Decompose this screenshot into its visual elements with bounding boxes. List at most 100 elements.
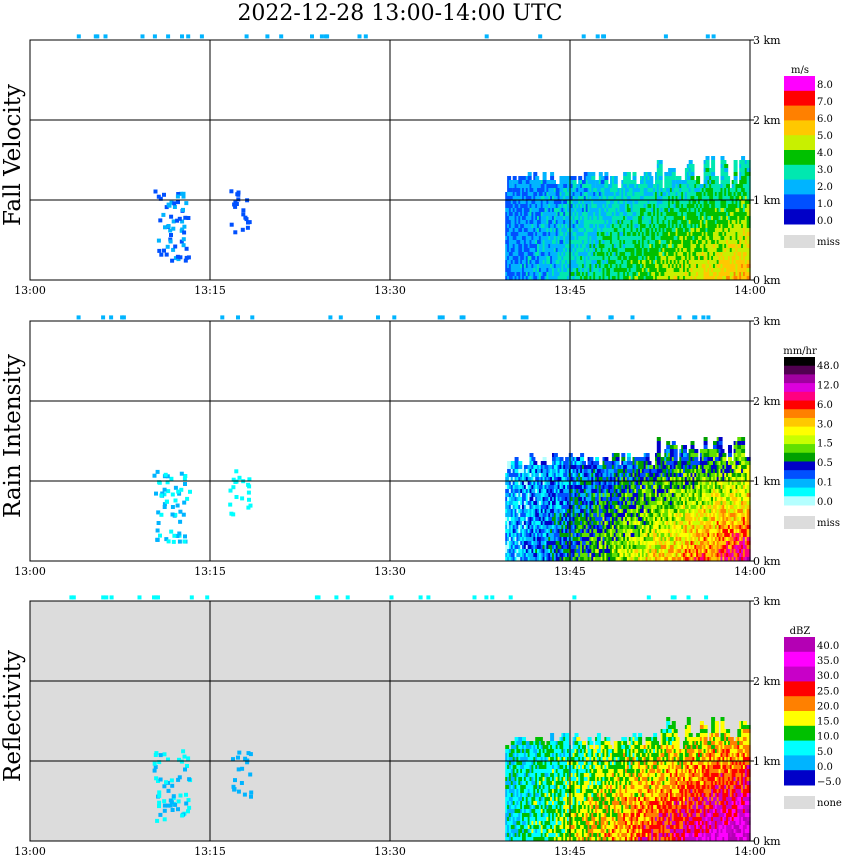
data-cell xyxy=(724,168,729,172)
data-cell xyxy=(632,172,637,176)
data-cell xyxy=(165,480,170,485)
data-cell xyxy=(181,191,186,196)
data-cell xyxy=(711,34,716,39)
data-cell xyxy=(165,244,170,249)
data-cell xyxy=(175,503,180,508)
data-cell xyxy=(183,258,188,263)
legend-swatch xyxy=(784,76,815,92)
data-cell xyxy=(677,180,682,184)
data-cell xyxy=(746,276,751,280)
data-cell xyxy=(746,252,751,256)
data-cell xyxy=(163,472,168,477)
data-marks xyxy=(76,34,751,280)
data-cell xyxy=(568,453,573,457)
data-cell xyxy=(514,465,519,469)
data-cell xyxy=(746,160,751,164)
data-cell xyxy=(649,176,654,180)
data-cell xyxy=(746,176,751,180)
data-cell xyxy=(578,176,583,180)
data-cell xyxy=(188,489,192,494)
data-cell xyxy=(162,192,166,197)
data-cell xyxy=(171,539,176,544)
data-cell xyxy=(546,180,551,184)
data-cell xyxy=(608,465,613,469)
data-cell xyxy=(244,34,249,39)
data-cell xyxy=(542,461,547,465)
data-cell xyxy=(182,230,187,235)
y-ticks: 0 km1 km2 km3 km xyxy=(750,34,781,287)
legend-swatch xyxy=(784,194,815,210)
data-cell xyxy=(726,184,731,188)
data-cell xyxy=(229,222,234,227)
data-cell xyxy=(604,180,609,184)
data-cell xyxy=(265,34,270,39)
data-cell xyxy=(735,184,740,188)
data-cell xyxy=(231,512,236,517)
data-cell xyxy=(741,164,746,168)
data-cell xyxy=(166,202,171,207)
data-cell xyxy=(746,168,751,172)
data-cell xyxy=(714,176,719,180)
data-cell xyxy=(183,534,187,539)
data-cell xyxy=(724,164,729,168)
data-cell xyxy=(690,168,695,172)
data-cell xyxy=(746,212,751,216)
data-cell xyxy=(186,34,191,39)
plot-frame xyxy=(29,39,751,281)
data-cell xyxy=(720,156,725,160)
data-cell xyxy=(598,172,603,176)
data-cell xyxy=(623,180,628,184)
fall-velocity-chart: 13:00 13:15 13:30 13:45 14:00 0 km1 km2 km3 … xyxy=(14,34,840,297)
data-cell xyxy=(164,499,169,504)
data-cell xyxy=(705,168,710,172)
data-cell xyxy=(508,184,513,188)
data-cell xyxy=(711,164,716,168)
data-cell xyxy=(741,172,746,176)
data-cell xyxy=(512,176,517,180)
data-cell xyxy=(183,482,187,486)
rain-intensity-panel: Rain Intensity 13:00 13:15 13:30 13:45 14:00… xyxy=(0,301,850,581)
data-cell xyxy=(595,34,600,39)
data-cell xyxy=(746,232,751,236)
data-cell xyxy=(711,184,716,188)
data-cell xyxy=(179,191,184,196)
data-cell xyxy=(746,248,751,252)
data-cell xyxy=(604,457,609,461)
data-cell xyxy=(166,489,171,494)
data-cell xyxy=(746,216,751,220)
data-cell xyxy=(746,204,751,208)
data-cell xyxy=(181,194,186,199)
data-cell xyxy=(154,491,158,496)
data-cell xyxy=(169,476,174,481)
data-cell xyxy=(555,457,560,461)
data-cell xyxy=(711,168,716,172)
y-tick-label: 2 km xyxy=(753,114,781,127)
data-cell xyxy=(164,205,169,210)
data-cell xyxy=(591,184,596,188)
data-cell xyxy=(583,172,588,176)
data-cell xyxy=(746,184,751,188)
x-tick-label: 13:30 xyxy=(374,284,406,297)
x-tick-label: 14:00 xyxy=(734,284,766,297)
data-cell xyxy=(613,184,618,188)
data-cell xyxy=(247,220,252,225)
data-cell xyxy=(179,487,184,492)
legend-label: 0.0 xyxy=(817,216,833,227)
data-cell xyxy=(181,207,185,212)
data-cell xyxy=(722,160,727,164)
data-cell xyxy=(542,176,547,180)
data-cell xyxy=(741,180,746,184)
data-cell xyxy=(231,477,236,482)
data-cell xyxy=(587,180,592,184)
data-cell xyxy=(170,258,175,263)
data-cell xyxy=(746,172,751,176)
data-cell xyxy=(162,505,167,509)
data-cell xyxy=(245,225,250,230)
data-cell xyxy=(181,237,186,242)
data-cell xyxy=(613,176,618,180)
data-cell xyxy=(632,176,637,180)
data-cell xyxy=(658,172,663,176)
data-cell xyxy=(512,180,517,184)
data-marks xyxy=(76,315,751,561)
rain-intensity-ylabel: Rain Intensity xyxy=(0,354,26,518)
